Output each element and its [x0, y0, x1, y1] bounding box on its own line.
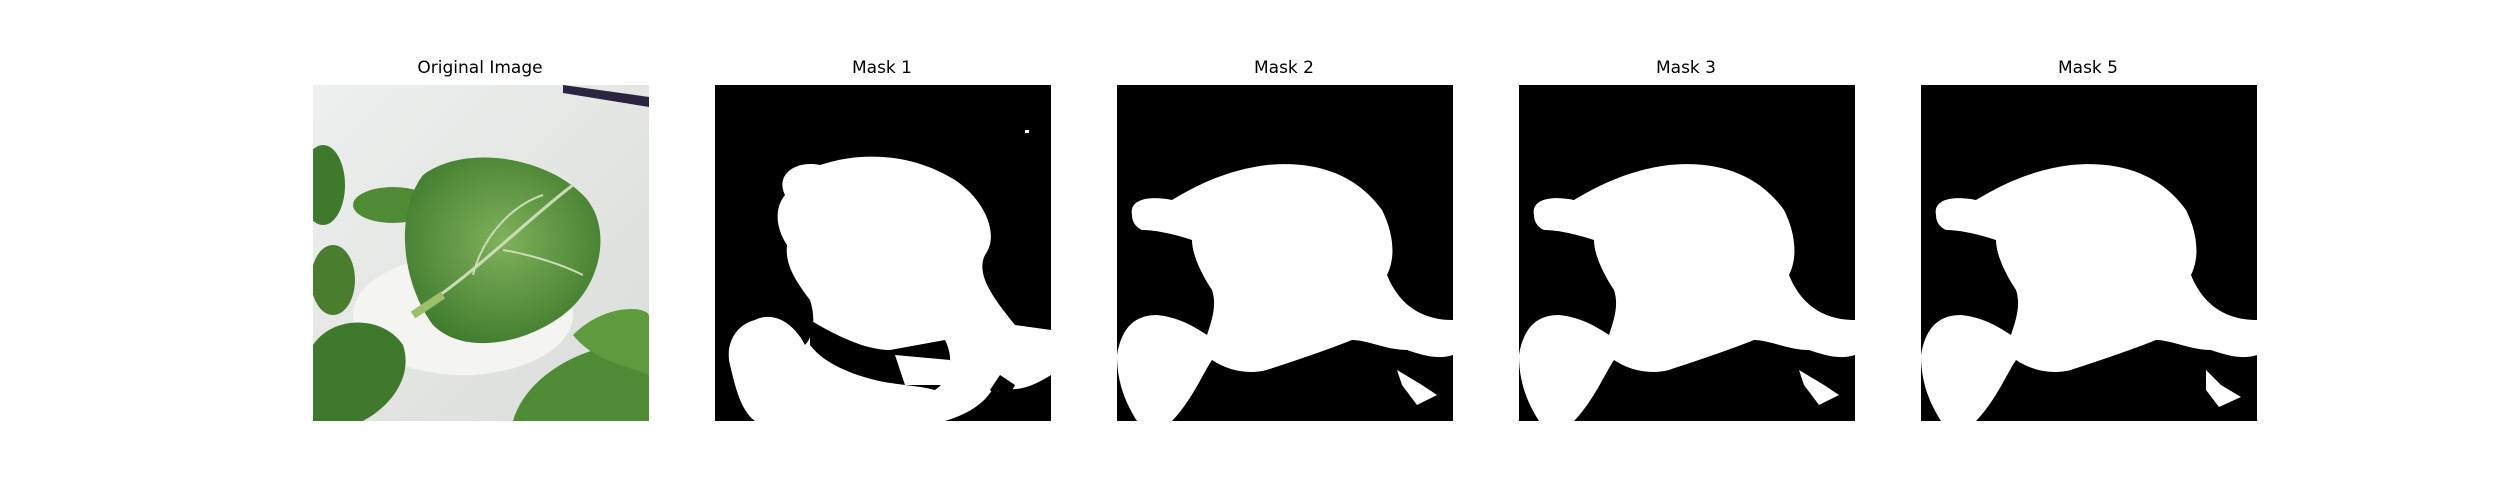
- panel-title-mask-5: Mask 5: [2057, 58, 2118, 78]
- mask-1-shape: [715, 85, 1051, 421]
- panel-title-mask-2: Mask 2: [1253, 58, 1314, 78]
- mask-2-image: [1117, 85, 1453, 421]
- panel-title-mask-3: Mask 3: [1655, 58, 1716, 78]
- panel-title-mask-1: Mask 1: [851, 58, 912, 78]
- panel-title-original: Original Image: [417, 58, 543, 78]
- mask-3-shape: [1519, 85, 1855, 421]
- mask-3-image: [1519, 85, 1855, 421]
- original-image: [313, 85, 649, 421]
- mask-5-image: [1921, 85, 2257, 421]
- mask-2-shape: [1117, 85, 1453, 421]
- mask-1-image: [715, 85, 1051, 421]
- plant-photo: [313, 85, 649, 421]
- mask-5-shape: [1921, 85, 2257, 421]
